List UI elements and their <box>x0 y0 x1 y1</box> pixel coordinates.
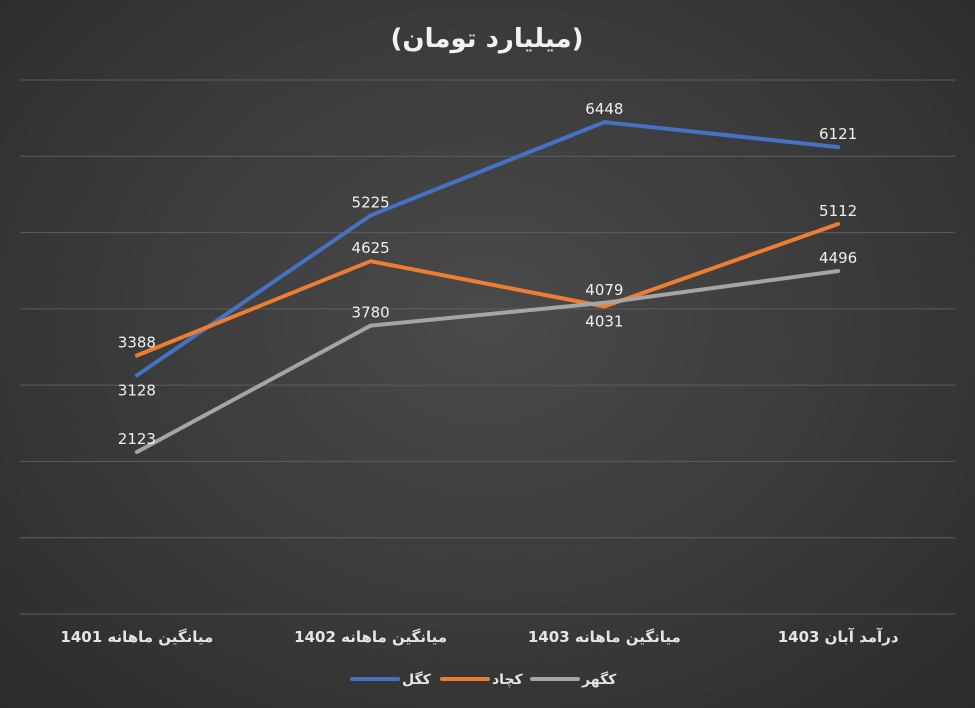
data-label-s1-p0: 3388 <box>118 334 156 352</box>
gridlines <box>20 79 955 615</box>
data-label-s0-p2: 6448 <box>585 100 623 118</box>
data-label-s0-p1: 5225 <box>352 193 390 211</box>
legend: کگل کچاد کگهر <box>350 671 617 688</box>
chart-title: (میلیارد تومان) <box>391 24 584 54</box>
data-label-s0-p0: 3128 <box>118 381 156 399</box>
data-label-s1-p2: 4031 <box>585 312 623 330</box>
x-axis-ticks: میانگین ماهانه 1401 میانگین ماهانه 1402 می… <box>60 628 898 646</box>
data-label-s1-p1: 4625 <box>352 239 390 257</box>
legend-label-2: کگهر <box>581 671 617 688</box>
data-labels: 3128 5225 6448 6121 3388 4625 4031 5112 2123 3780… <box>118 100 857 448</box>
series-lines <box>134 120 841 454</box>
series-line-0 <box>134 120 841 378</box>
series-line-2 <box>134 269 841 454</box>
x-tick-label-0: میانگین ماهانه 1401 <box>60 628 213 646</box>
data-label-s1-p3: 5112 <box>819 202 857 220</box>
legend-label-1: کچاد <box>492 672 524 688</box>
x-tick-label-2: میانگین ماهانه 1403 <box>528 628 681 646</box>
data-label-s2-p0: 2123 <box>118 430 156 448</box>
series-line-1 <box>134 222 841 358</box>
data-label-s2-p2: 4079 <box>585 281 623 299</box>
data-label-s2-p1: 3780 <box>352 304 390 322</box>
x-tick-label-1: میانگین ماهانه 1402 <box>294 628 447 646</box>
data-label-s2-p3: 4496 <box>819 249 857 267</box>
x-tick-label-3: درآمد آبان 1403 <box>778 628 899 646</box>
data-label-s0-p3: 6121 <box>819 125 857 143</box>
legend-label-0: کگل <box>402 671 432 688</box>
